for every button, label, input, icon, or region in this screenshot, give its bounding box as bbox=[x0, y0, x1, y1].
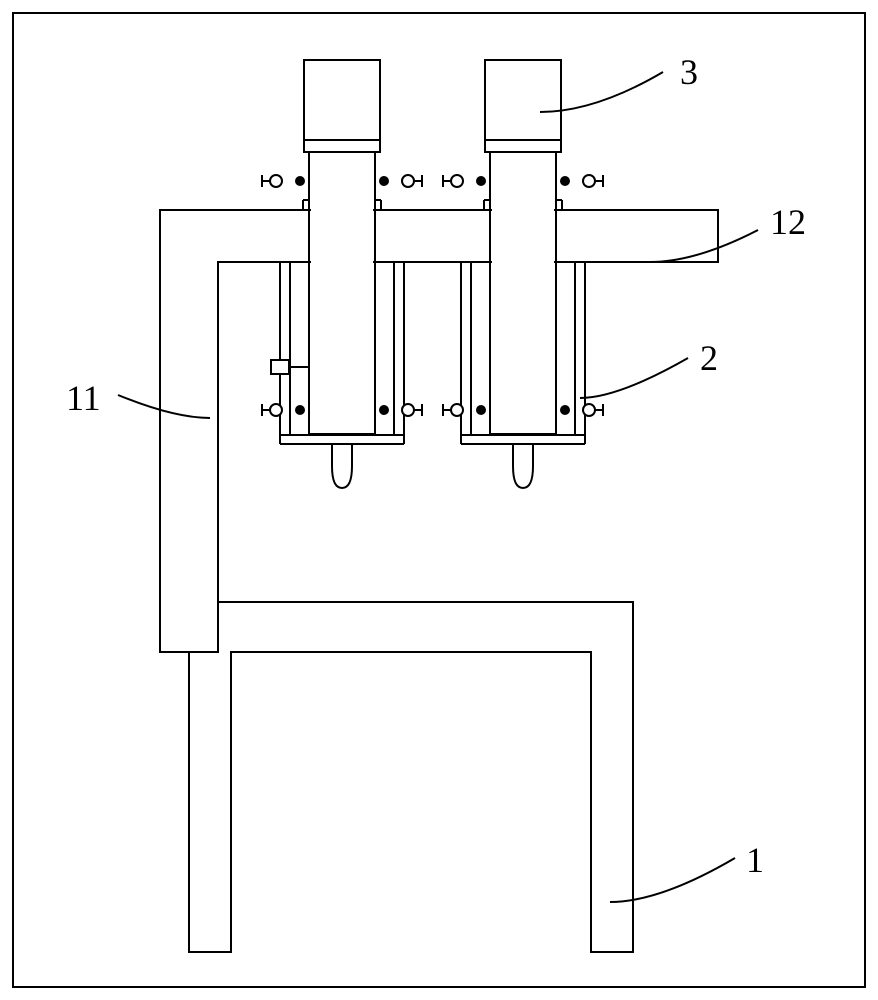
callout-label-1: 1 bbox=[746, 840, 764, 880]
callout-label-11: 11 bbox=[66, 378, 101, 418]
callout-label-3: 3 bbox=[680, 52, 698, 92]
callout-label-12: 12 bbox=[770, 202, 806, 242]
callout-label-2: 2 bbox=[700, 338, 718, 378]
technical-drawing: 3122111 bbox=[0, 0, 878, 1000]
